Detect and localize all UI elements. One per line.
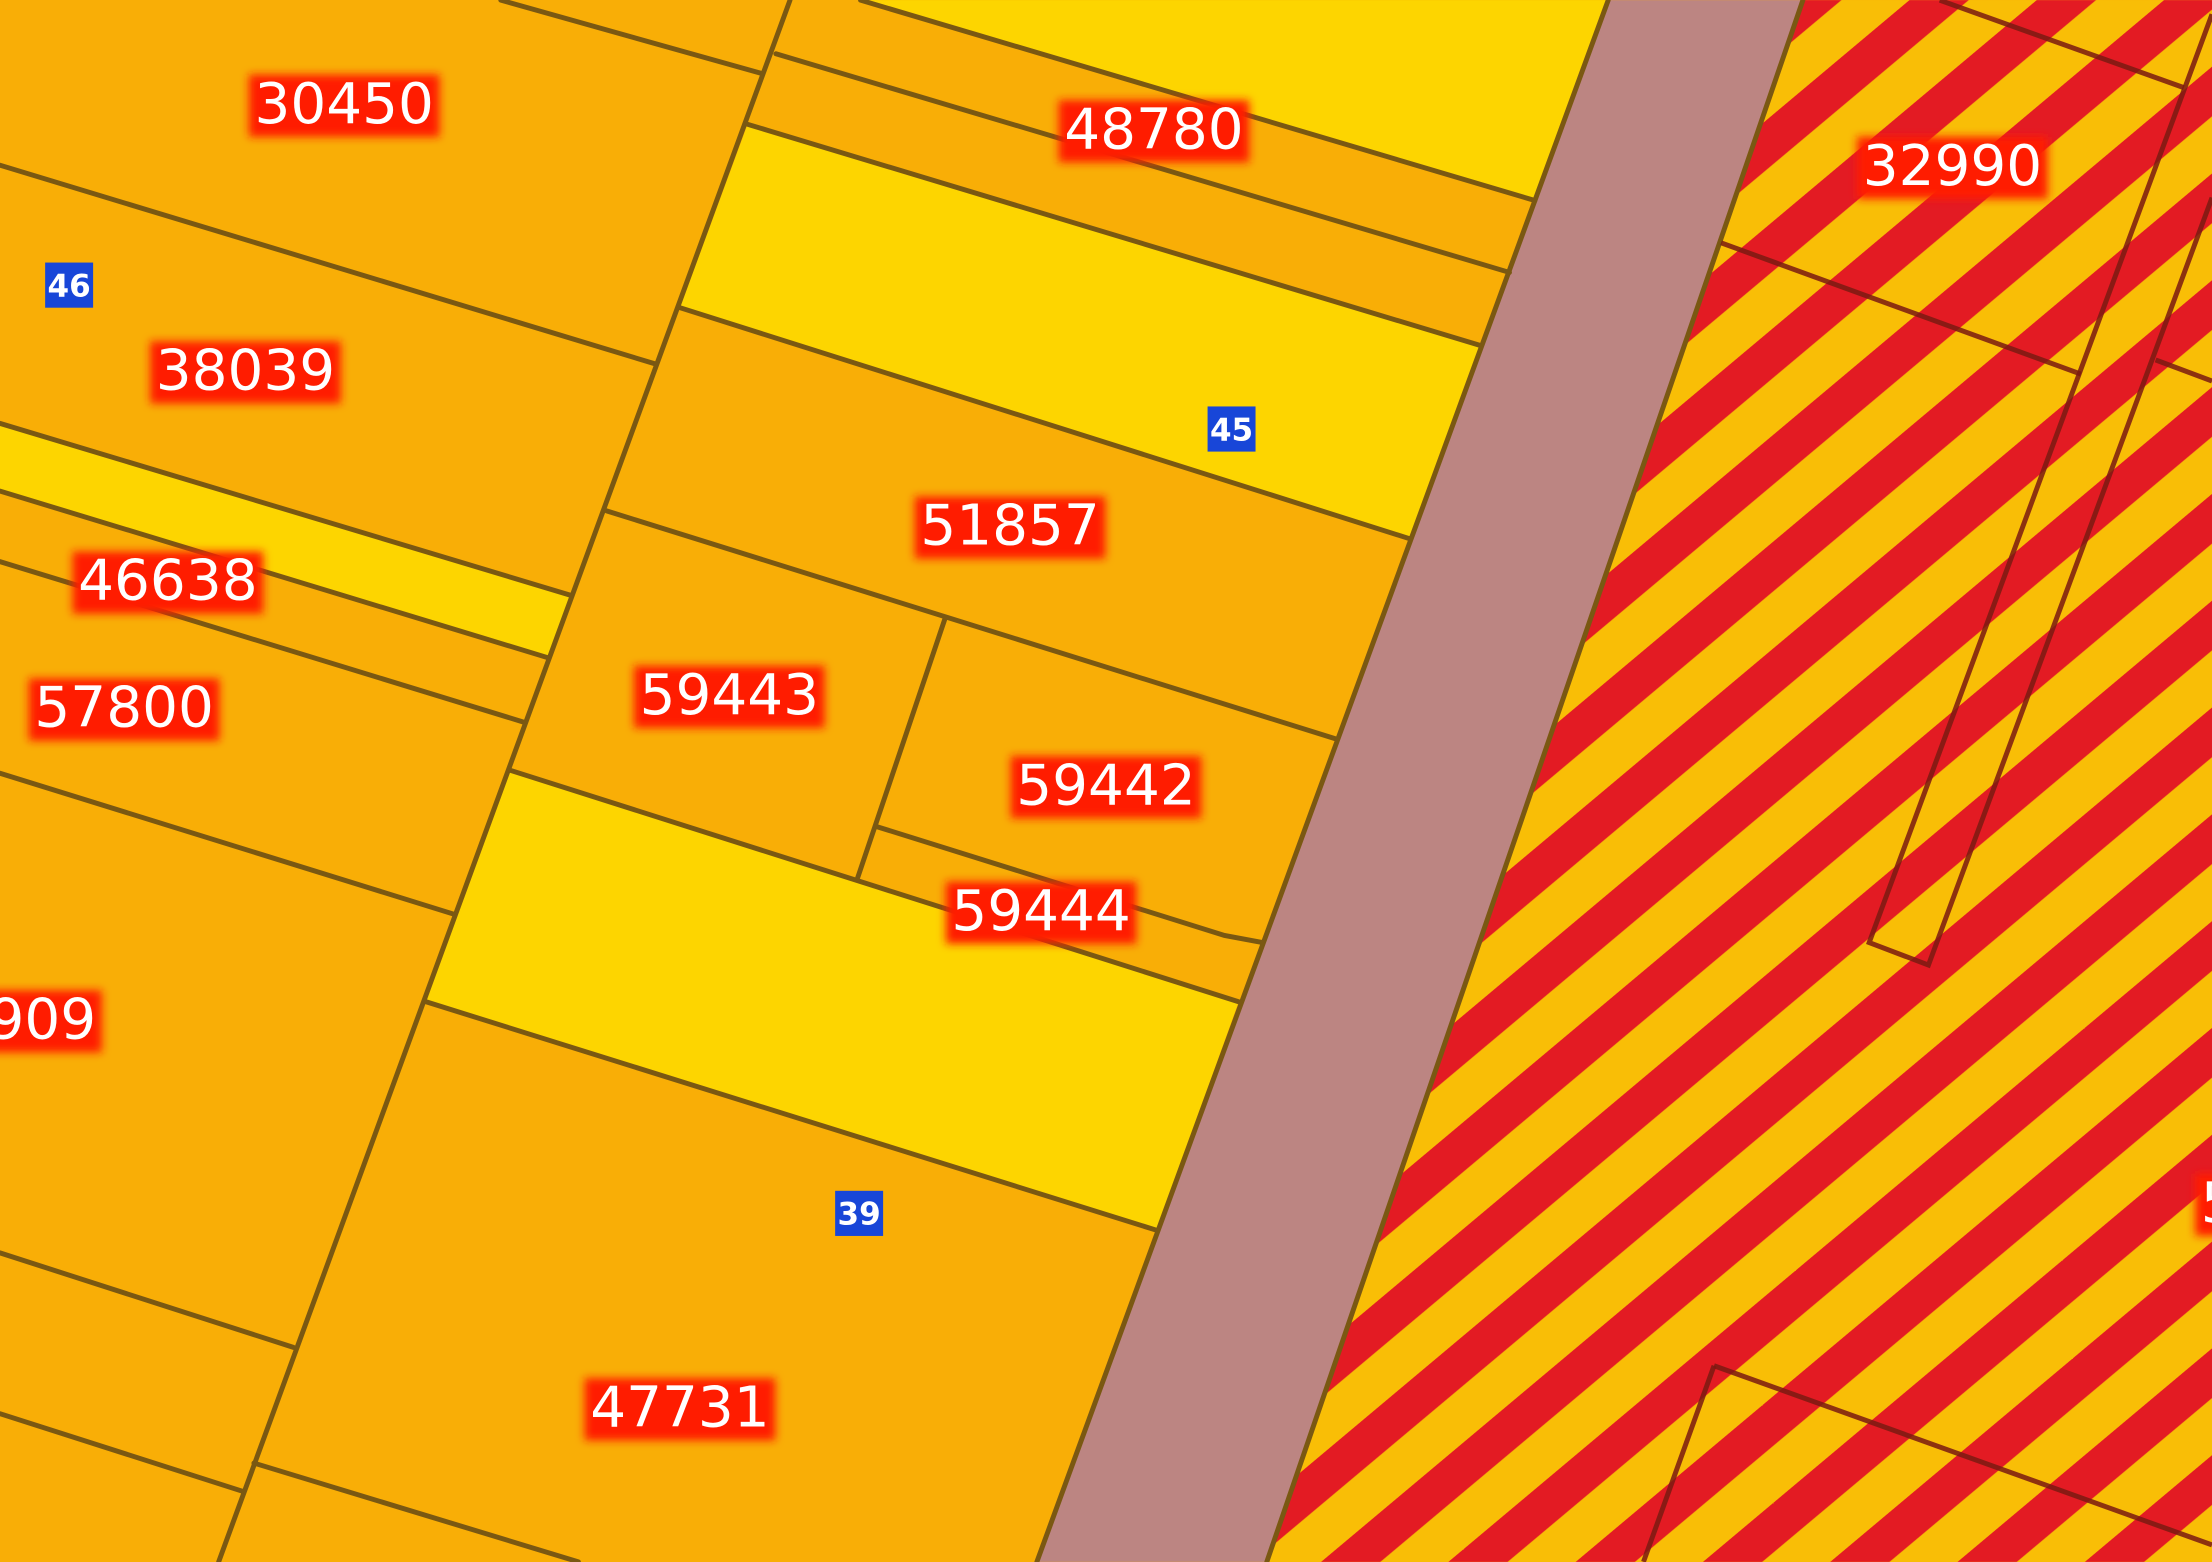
parcel-label: 38039 [150, 339, 341, 404]
label-background [584, 1378, 776, 1441]
parcel-label: 5 [2195, 1171, 2212, 1236]
parcel-label: 59444 [945, 879, 1137, 944]
parcel-label: 30450 [248, 72, 440, 137]
parcel-label: 51857 [914, 494, 1106, 559]
parcel-number: 59443 [640, 663, 819, 728]
parcel-label: 59442 [1010, 753, 1202, 819]
label-background [1058, 100, 1250, 163]
block-number-badge: 45 [1207, 406, 1256, 452]
badge-background [835, 1190, 884, 1236]
label-background [914, 496, 1106, 559]
parcel-number: 5 [2201, 1171, 2212, 1236]
parcel-label: 32990 [1857, 134, 2048, 199]
parcel-label: 59443 [633, 663, 825, 728]
label-background [945, 881, 1137, 944]
badge-background [45, 262, 94, 308]
parcel-number: 57800 [34, 676, 213, 741]
parcel-label: 46638 [72, 549, 264, 614]
parcel-number: 51857 [920, 494, 1099, 559]
label-background [0, 990, 102, 1053]
hatched-zone-boundaries [1641, 0, 2212, 1562]
label-background [1857, 136, 2048, 199]
label-background [28, 678, 220, 741]
parcel-number: 909 [0, 987, 96, 1052]
parcel-number: 30450 [254, 72, 433, 137]
badge-background [1207, 406, 1256, 452]
label-background [2195, 1173, 2212, 1236]
road[interactable] [1036, 0, 1803, 1562]
parcel-label: 48780 [1058, 97, 1250, 163]
label-background [150, 341, 341, 404]
parcel-yellow[interactable] [0, 423, 572, 658]
parcel-number: 46638 [78, 549, 257, 614]
parcel-number: 59442 [1016, 753, 1195, 818]
parcel-number: 38039 [156, 339, 335, 404]
block-number: 39 [838, 1197, 881, 1233]
block-badges: 46 45 39 [45, 262, 1256, 1236]
label-background [1010, 756, 1202, 819]
block-number-badge: 39 [835, 1190, 884, 1236]
parcel-labels: 30450 48780 32990 38039 51857 46638 57800 59443… [0, 72, 2212, 1441]
parcel-number: 59444 [951, 879, 1130, 944]
label-background [248, 74, 440, 137]
parcel-boundaries [0, 0, 1806, 1562]
parcel-number: 32990 [1863, 134, 2042, 199]
block-number: 46 [48, 268, 91, 304]
label-background [633, 665, 825, 728]
parcel-yellow[interactable] [426, 770, 1239, 1231]
parcel-label: 57800 [28, 676, 220, 741]
parcel-label: 47731 [584, 1375, 776, 1441]
parcel-number: 48780 [1064, 97, 1243, 162]
hatched-zone[interactable] [1266, 0, 2212, 1562]
parcel-number: 47731 [590, 1375, 769, 1440]
parcel-yellow[interactable] [679, 124, 1482, 540]
block-number-badge: 46 [45, 262, 94, 308]
label-background [72, 551, 264, 614]
block-number: 45 [1210, 412, 1253, 448]
parcel-label: 909 [0, 987, 102, 1053]
